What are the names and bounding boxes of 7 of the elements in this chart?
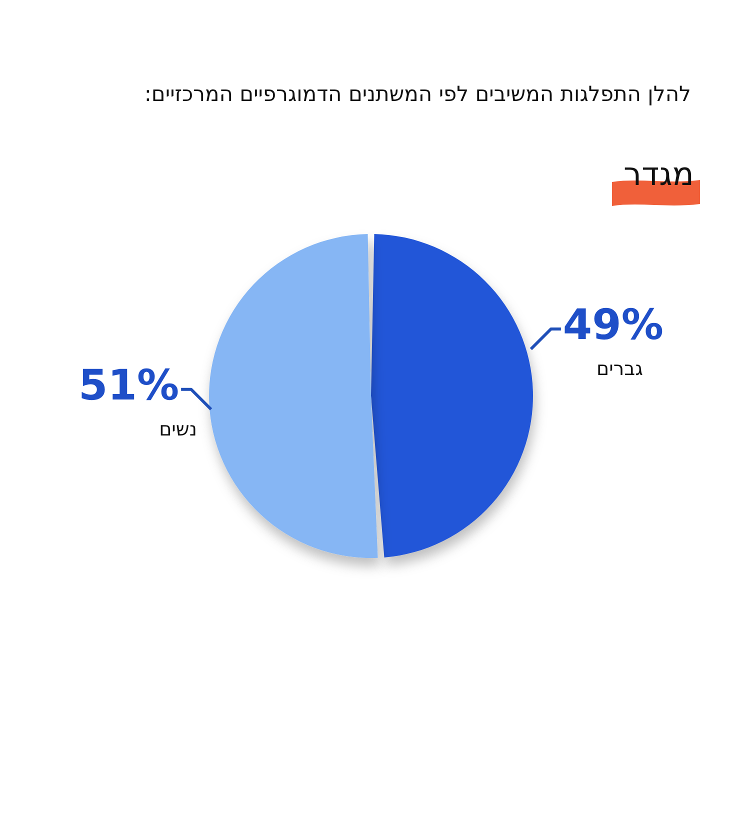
slice-label: נשים	[159, 418, 198, 440]
chart-title: להלן התפלגות המשיבים לפי המשתנים הדמוגרפיים המרכזיים:	[144, 82, 691, 106]
data-label: 49%	[562, 300, 664, 350]
data-label: 51%	[78, 360, 180, 410]
slice-label: גברים	[596, 358, 644, 380]
pie-slice	[371, 234, 533, 558]
pie-slice	[209, 234, 378, 558]
